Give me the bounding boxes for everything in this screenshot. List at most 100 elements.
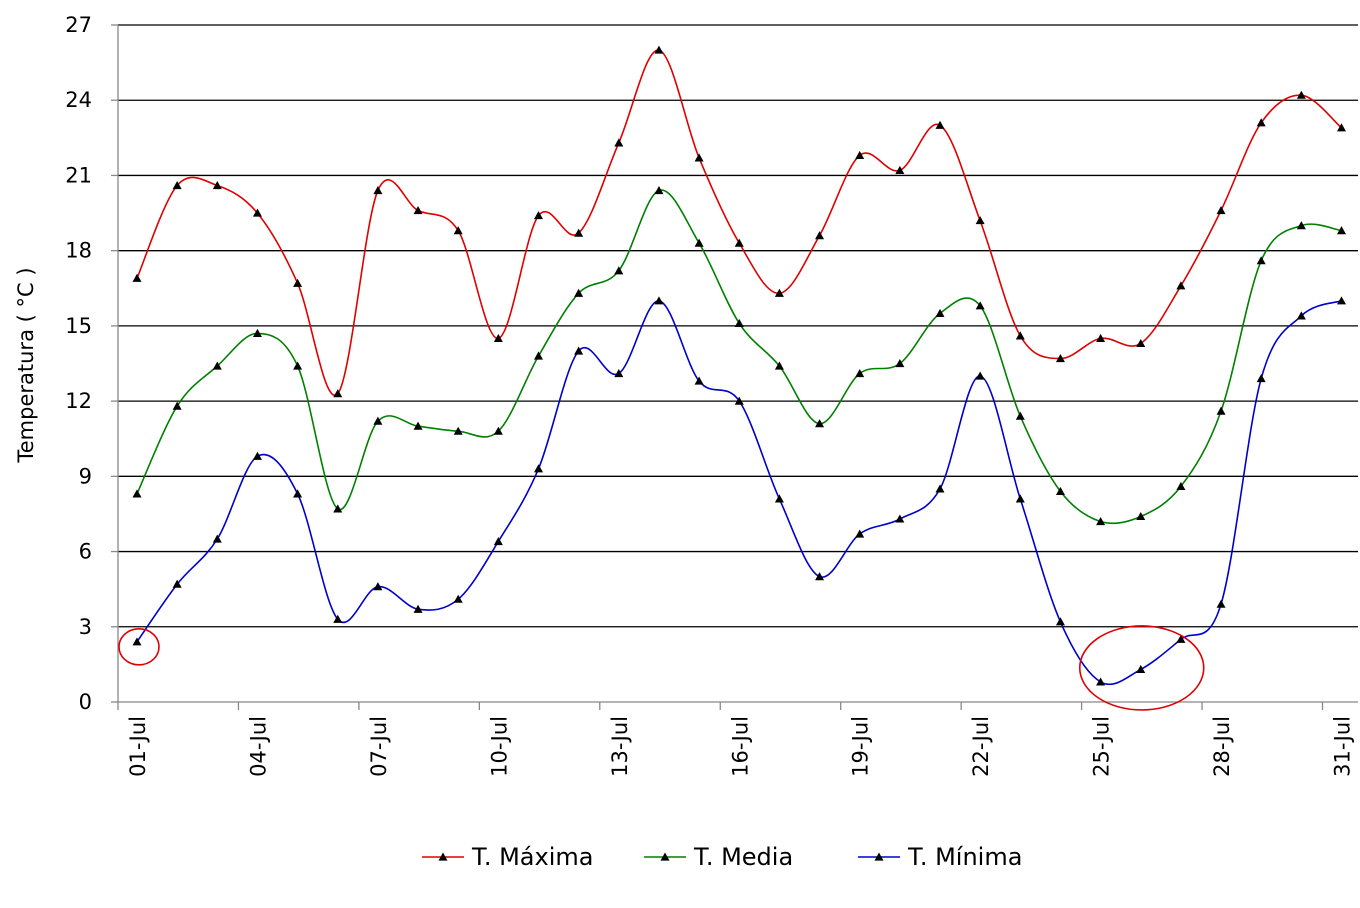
data-point-marker (774, 361, 784, 370)
y-tick-label: 15 (65, 314, 92, 338)
data-point-marker (614, 369, 624, 378)
data-point-marker (333, 614, 343, 623)
data-point-marker (734, 238, 744, 247)
x-tick-label: 16-Jul (728, 716, 752, 777)
data-point-marker (1096, 516, 1106, 526)
y-tick-label: 24 (65, 88, 92, 112)
data-point-marker (252, 208, 262, 217)
data-point-marker (1296, 221, 1306, 230)
data-point-marker (453, 426, 463, 435)
y-tick-label: 0 (79, 690, 92, 714)
y-tick-label: 27 (65, 13, 92, 37)
data-point-marker (534, 351, 543, 360)
data-point-marker (574, 288, 584, 297)
data-point-marker (1256, 118, 1266, 127)
data-point-marker (413, 421, 423, 430)
data-point-marker (815, 572, 825, 581)
data-point-marker (1216, 406, 1226, 415)
series-line (136, 49, 1343, 397)
data-point-marker (694, 153, 704, 162)
data-point-marker (373, 185, 383, 195)
data-point-marker (895, 359, 905, 368)
data-point-marker (413, 604, 423, 613)
x-tick-label: 10-Jul (487, 716, 511, 777)
data-point-marker (333, 504, 343, 513)
data-point-marker (774, 494, 784, 503)
data-point-marker (935, 308, 945, 317)
data-point-marker (1337, 296, 1346, 305)
legend-marker (874, 852, 884, 861)
series-line (136, 189, 1342, 525)
y-tick-label: 21 (65, 163, 92, 187)
annotations (118, 625, 1205, 711)
data-point-marker (1296, 311, 1306, 320)
data-point-marker (694, 238, 704, 247)
annotation-circle (1078, 625, 1205, 711)
data-point-marker (373, 416, 383, 425)
y-tick-label: 18 (65, 239, 92, 263)
data-point-marker (694, 376, 704, 385)
x-tick-label: 01-Jul (126, 716, 150, 777)
data-point-marker (1176, 481, 1186, 490)
data-point-marker (895, 514, 905, 523)
data-point-marker (1055, 617, 1065, 626)
data-point-marker (534, 211, 543, 220)
x-tick-label: 19-Jul (849, 716, 873, 777)
legend-label: T. Media (693, 843, 793, 871)
data-point-marker (1015, 494, 1025, 503)
data-point-marker (614, 266, 624, 275)
x-tick-label: 28-Jul (1210, 716, 1234, 777)
data-point-marker (453, 594, 463, 603)
x-tick-label: 04-Jul (246, 716, 270, 777)
data-point-marker (734, 318, 744, 327)
data-point-marker (855, 529, 865, 538)
x-tick-label: 31-Jul (1331, 716, 1355, 777)
data-point-marker (212, 180, 222, 190)
y-tick-label: 3 (79, 615, 92, 639)
series-1 (132, 185, 1346, 526)
data-point-marker (975, 216, 985, 225)
data-point-marker (1337, 226, 1346, 235)
x-tick-label: 25-Jul (1090, 716, 1114, 777)
data-point-marker (1096, 333, 1106, 343)
data-point-marker (654, 185, 664, 195)
data-point-marker (1055, 486, 1065, 495)
data-point-marker (1136, 338, 1146, 348)
legend-marker (660, 852, 670, 861)
axes: 0 3 6 9 12 15 18 21 24 27 01-Jul 04-Jul 07-Jul 10-Jul… (65, 13, 1358, 777)
data-point-marker (1055, 353, 1065, 363)
data-point-marker (855, 369, 865, 378)
data-point-marker (1176, 634, 1186, 643)
series-lines (132, 45, 1346, 686)
data-point-marker (1256, 374, 1266, 383)
data-point-marker (975, 301, 985, 310)
y-axis-title: Temperatura ( °C ) (14, 267, 38, 463)
x-tick-label: 22-Jul (969, 716, 993, 777)
data-point-marker (293, 361, 303, 370)
data-point-marker (1296, 90, 1306, 99)
series-0 (132, 45, 1346, 398)
data-point-marker (333, 389, 343, 398)
data-point-marker (212, 534, 222, 543)
data-point-marker (574, 346, 584, 355)
data-point-marker (574, 228, 584, 237)
x-tick-label: 07-Jul (367, 716, 391, 777)
y-tick-label: 9 (79, 464, 92, 488)
data-point-marker (935, 120, 945, 129)
data-point-marker (493, 537, 503, 546)
data-point-marker (654, 45, 664, 54)
legend-entry-2: T. Mínima (858, 843, 1022, 871)
data-point-marker (1216, 599, 1226, 608)
data-point-marker (172, 579, 182, 588)
data-point-marker (1096, 677, 1106, 686)
data-point-marker (453, 226, 463, 235)
data-point-marker (1136, 664, 1146, 674)
data-point-marker (1136, 511, 1146, 521)
data-point-marker (614, 138, 624, 147)
legend-label: T. Mínima (907, 843, 1022, 871)
data-point-marker (1015, 411, 1025, 420)
y-tick-label: 6 (79, 540, 92, 564)
data-point-marker (413, 206, 423, 215)
